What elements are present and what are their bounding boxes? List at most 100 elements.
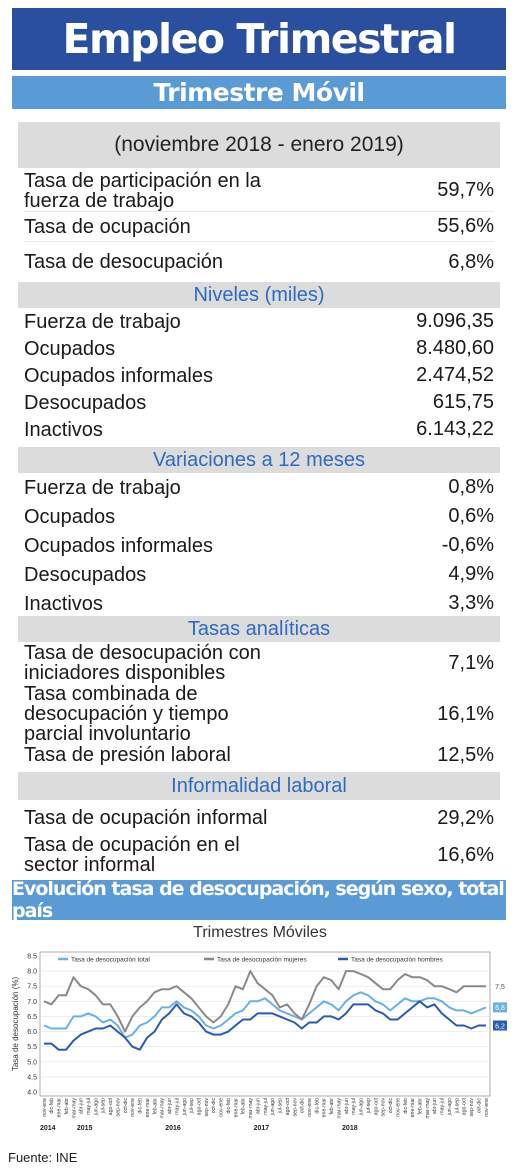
x-tick-label: feb-abr bbox=[329, 1098, 335, 1115]
row-value: 6.143,22 bbox=[416, 418, 494, 440]
end-label-box bbox=[493, 1002, 507, 1013]
series-line-2 bbox=[43, 970, 486, 1033]
row-value: 16,1% bbox=[437, 702, 494, 725]
x-tick-label: mar-may bbox=[160, 1098, 166, 1119]
x-tick-label: dic-feb bbox=[49, 1098, 55, 1114]
x-tick-label: nov-ene bbox=[219, 1098, 225, 1117]
x-tick-label: jun-ago bbox=[182, 1098, 188, 1116]
year-label: 2014 bbox=[40, 1125, 56, 1132]
x-tick-label: sep-nov bbox=[381, 1098, 387, 1117]
x-tick-label: dic-feb bbox=[138, 1098, 144, 1114]
y-tick-label: 5.5 bbox=[27, 1044, 37, 1051]
x-tick-label: may-jul bbox=[86, 1098, 92, 1115]
end-label-box bbox=[493, 981, 507, 992]
x-tick-label: nov-ene bbox=[395, 1098, 401, 1117]
summary-row: Tasa de ocupación 55,6% bbox=[24, 212, 494, 242]
x-tick-label: abr-jun bbox=[432, 1098, 438, 1114]
year-label: 2017 bbox=[254, 1125, 270, 1132]
year-label: 2018 bbox=[342, 1125, 358, 1132]
x-tick-label: ene-mar bbox=[57, 1098, 63, 1118]
x-tick-label: sep-nov bbox=[469, 1098, 475, 1117]
legend-label: Tasa de desocupación mujeres bbox=[217, 957, 307, 964]
y-tick-label: 7.0 bbox=[27, 999, 37, 1006]
x-tick-label: oct-dic bbox=[300, 1098, 306, 1114]
x-tick-label: mar-may bbox=[248, 1098, 254, 1119]
x-tick-label: sep-nov bbox=[204, 1098, 210, 1117]
series-end-label: 6,8 bbox=[495, 1005, 505, 1012]
x-tick-label: mar-may bbox=[71, 1098, 77, 1119]
x-tick-label: abr-jun bbox=[79, 1098, 85, 1114]
x-tick-label: jul-sep bbox=[101, 1098, 107, 1114]
x-tick-label: jun-ago bbox=[359, 1098, 365, 1116]
row-value: 0,6% bbox=[448, 505, 494, 527]
y-tick-label: 6.0 bbox=[27, 1029, 37, 1036]
row-label: Ocupados informales bbox=[24, 364, 213, 387]
x-tick-label: abr-jun bbox=[167, 1098, 173, 1114]
table-row: Inactivos 3,3% bbox=[24, 589, 494, 618]
table-row: Desocupados 4,9% bbox=[24, 560, 494, 589]
x-tick-label: jun-ago bbox=[447, 1098, 453, 1116]
source-note: Fuente: INE bbox=[8, 1150, 78, 1165]
section-header-variaciones: Variaciones a 12 meses bbox=[18, 447, 500, 473]
y-tick-label: 7.5 bbox=[27, 984, 37, 991]
x-tick-label: ago-oct bbox=[108, 1097, 114, 1115]
y-tick-label: 4.5 bbox=[27, 1074, 37, 1081]
y-tick-label: 8.0 bbox=[27, 969, 37, 976]
summary-value: 55,6% bbox=[437, 215, 494, 237]
x-tick-label: dic-feb bbox=[403, 1098, 409, 1114]
x-tick-label: may-jul bbox=[174, 1098, 180, 1115]
x-tick-label: jul-sep bbox=[454, 1098, 460, 1114]
x-tick-label: jul-sep bbox=[366, 1098, 372, 1114]
x-tick-label: feb-abr bbox=[418, 1098, 424, 1115]
table-row: Tasa de ocupación informal 29,2% bbox=[24, 803, 494, 833]
table-row: Inactivos 6.143,22 bbox=[24, 416, 494, 443]
chart-title: Evolución tasa de desocupación, según se… bbox=[12, 878, 505, 922]
row-value: 2.474,52 bbox=[416, 364, 494, 386]
table-row: Ocupados informales 2.474,52 bbox=[24, 362, 494, 389]
page-subtitle: Trimestre Móvil bbox=[153, 78, 365, 107]
section-header-informalidad: Informalidad laboral bbox=[18, 772, 500, 800]
x-tick-label: ene-mar bbox=[233, 1098, 239, 1118]
row-value: 4,9% bbox=[448, 563, 494, 585]
row-value: 615,75 bbox=[432, 391, 494, 413]
row-value: 8.480,60 bbox=[416, 337, 494, 359]
row-label: Fuerza de trabajo bbox=[24, 310, 181, 333]
x-tick-label: may-jul bbox=[440, 1098, 446, 1115]
row-label: Tasa de desocupación con iniciadores dis… bbox=[24, 642, 261, 684]
y-tick-label: 6.5 bbox=[27, 1014, 37, 1021]
x-tick-label: may-jul bbox=[351, 1098, 357, 1115]
series-line-1 bbox=[43, 991, 487, 1039]
row-label: Ocupados bbox=[24, 505, 116, 528]
summary-value: 6,8% bbox=[448, 250, 494, 273]
x-tick-label: ene-mar bbox=[410, 1098, 416, 1118]
x-tick-label: ago-oct bbox=[462, 1097, 468, 1115]
x-tick-label: may-jul bbox=[263, 1098, 269, 1115]
row-label: Fuerza de trabajo bbox=[24, 476, 181, 499]
x-tick-label: mar-may bbox=[336, 1098, 342, 1119]
row-value: 9.096,35 bbox=[416, 310, 494, 332]
row-label: Tasa de ocupación informal bbox=[24, 807, 268, 829]
table-row: Tasa combinada de desocupación y tiempo … bbox=[24, 684, 494, 744]
page-subtitle-bar: Trimestre Móvil bbox=[12, 76, 506, 109]
x-tick-label: ago-oct bbox=[197, 1097, 203, 1115]
section-header-tasas: Tasas analíticas bbox=[18, 616, 500, 642]
legend-label: Tasa de desocupación hombres bbox=[351, 957, 444, 964]
row-label: Desocupados bbox=[24, 563, 147, 586]
row-value: 16,6% bbox=[437, 843, 494, 866]
x-tick-label: abr-jun bbox=[255, 1098, 261, 1114]
y-tick-label: 4.0 bbox=[27, 1090, 37, 1097]
row-label: Inactivos bbox=[24, 418, 103, 441]
x-tick-label: feb-abr bbox=[152, 1098, 158, 1115]
x-tick-label: sep-nov bbox=[292, 1098, 298, 1117]
chart-frame bbox=[39, 951, 491, 1097]
table-row: Tasa de presión laboral 12,5% bbox=[24, 742, 494, 768]
row-value: 7,1% bbox=[448, 651, 494, 674]
x-tick-label: nov-ene bbox=[42, 1098, 48, 1117]
x-tick-label: abr-jun bbox=[344, 1098, 350, 1114]
x-tick-label: oct-dic bbox=[211, 1098, 217, 1114]
row-value: 0,8% bbox=[448, 476, 494, 498]
x-tick-label: feb-abr bbox=[241, 1098, 247, 1115]
row-label: Tasa combinada de desocupación y tiempo … bbox=[24, 683, 229, 745]
x-tick-label: nov-ene bbox=[484, 1098, 490, 1117]
row-value: 29,2% bbox=[437, 806, 494, 829]
